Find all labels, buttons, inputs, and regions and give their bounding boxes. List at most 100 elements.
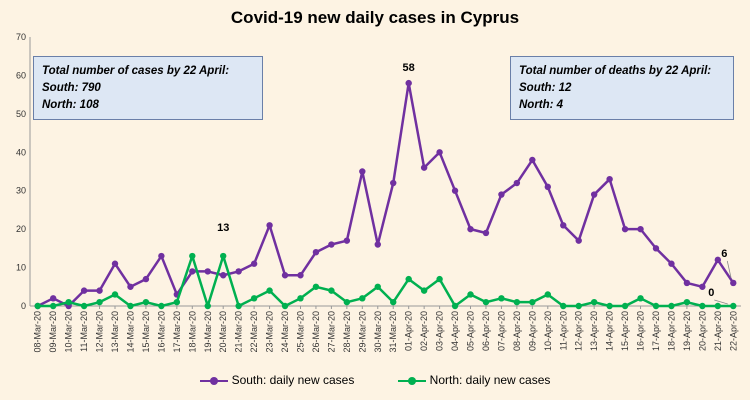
data-point-north <box>111 291 119 298</box>
data-point-south <box>359 168 366 175</box>
data-label: 6 <box>721 248 727 260</box>
x-tick-label: 14-Mar-20 <box>125 311 135 353</box>
data-point-south <box>250 260 258 267</box>
data-point-north <box>637 295 644 302</box>
data-point-south <box>652 245 660 252</box>
data-point-south <box>374 241 381 248</box>
data-point-south <box>266 222 273 229</box>
x-tick-label: 20-Apr-20 <box>697 311 707 351</box>
data-point-south <box>529 156 536 164</box>
data-point-north <box>142 298 150 306</box>
data-point-north <box>560 302 567 310</box>
data-point-south <box>637 225 644 233</box>
data-point-south <box>49 295 57 302</box>
x-tick-label: 11-Mar-20 <box>79 311 89 352</box>
x-tick-label: 16-Mar-20 <box>156 311 166 353</box>
x-tick-label: 18-Mar-20 <box>187 311 197 353</box>
data-point-north <box>498 295 505 302</box>
x-tick-label: 01-Apr-20 <box>404 311 414 351</box>
data-point-south <box>312 249 320 256</box>
x-tick-label: 15-Mar-20 <box>141 311 151 353</box>
data-point-south <box>467 225 474 233</box>
x-tick-label: 03-Apr-20 <box>435 311 445 351</box>
total-deaths-south: South: 12 <box>519 82 572 94</box>
data-point-north <box>482 298 490 306</box>
data-point-south <box>111 260 119 267</box>
data-point-south <box>297 272 304 279</box>
data-point-north <box>405 275 412 283</box>
data-point-north <box>606 302 613 310</box>
data-point-north <box>158 302 165 310</box>
data-point-south <box>220 272 227 279</box>
data-point-north <box>281 302 289 310</box>
x-tick-label: 24-Mar-20 <box>280 311 290 353</box>
legend: South: daily new cases North: daily new … <box>0 372 750 387</box>
data-point-south <box>80 287 88 294</box>
data-point-south <box>451 187 459 194</box>
data-point-north <box>513 298 521 306</box>
data-point-south <box>343 237 351 244</box>
x-tick-label: 05-Apr-20 <box>466 311 476 351</box>
annotation-leader <box>714 299 728 305</box>
data-point-south <box>668 260 675 267</box>
data-point-north <box>189 252 196 260</box>
data-point-south <box>142 275 150 283</box>
data-point-south <box>482 229 490 237</box>
data-point-north <box>312 283 320 290</box>
x-tick-label: 19-Apr-20 <box>682 311 692 351</box>
annotation-leader <box>726 260 732 278</box>
y-tick-label: 10 <box>16 263 26 273</box>
data-point-north <box>80 302 88 310</box>
data-point-north <box>49 302 57 310</box>
x-tick-label: 07-Apr-20 <box>496 311 506 351</box>
x-tick-label: 16-Apr-20 <box>636 311 646 351</box>
data-point-north <box>730 302 737 310</box>
x-tick-label: 22-Mar-20 <box>249 311 259 353</box>
data-point-south <box>158 252 165 260</box>
data-point-south <box>590 191 598 198</box>
x-tick-label: 10-Mar-20 <box>64 311 74 353</box>
data-point-south <box>714 256 722 264</box>
x-tick-label: 09-Mar-20 <box>48 311 58 353</box>
legend-label-north: North: daily new cases <box>429 372 551 387</box>
total-cases-north: North: 108 <box>42 99 99 111</box>
data-point-north <box>96 298 103 306</box>
data-label: 13 <box>217 222 229 234</box>
data-point-south <box>204 268 211 275</box>
y-tick-label: 60 <box>16 70 26 80</box>
x-tick-label: 21-Mar-20 <box>234 311 244 353</box>
legend-label-south: South: daily new cases <box>231 372 355 387</box>
x-tick-label: 02-Apr-20 <box>419 311 429 351</box>
x-tick-label: 10-Apr-20 <box>543 311 553 351</box>
x-tick-label: 11-Apr-20 <box>558 311 568 350</box>
total-deaths-heading: Total number of deaths by 22 April: <box>519 65 712 77</box>
data-point-south <box>405 79 412 87</box>
data-label: 0 <box>708 287 714 299</box>
series-line-north <box>37 254 734 308</box>
x-tick-label: 08-Mar-20 <box>33 311 43 353</box>
x-tick-label: 06-Apr-20 <box>481 311 491 351</box>
data-point-north <box>173 298 181 306</box>
x-tick-label: 15-Apr-20 <box>620 311 630 351</box>
data-label: 58 <box>403 62 415 74</box>
x-tick-label: 13-Apr-20 <box>589 311 599 351</box>
series-line-south <box>37 81 735 308</box>
data-point-south <box>621 225 629 233</box>
data-point-south <box>513 179 521 187</box>
legend-item-south: South: daily new cases <box>199 372 355 387</box>
data-point-north <box>714 302 722 310</box>
data-point-south <box>328 241 335 248</box>
data-point-north <box>204 302 211 310</box>
x-tick-label: 25-Mar-20 <box>295 311 305 353</box>
data-point-north <box>451 302 459 310</box>
data-point-north <box>699 302 706 310</box>
total-deaths-north: North: 4 <box>519 99 564 111</box>
data-point-south <box>96 287 103 294</box>
data-point-north <box>390 298 397 306</box>
data-point-north <box>544 291 551 298</box>
data-point-north <box>65 298 72 306</box>
x-tick-label: 12-Mar-20 <box>95 311 105 353</box>
data-point-south <box>683 279 691 287</box>
data-point-north <box>250 295 258 302</box>
